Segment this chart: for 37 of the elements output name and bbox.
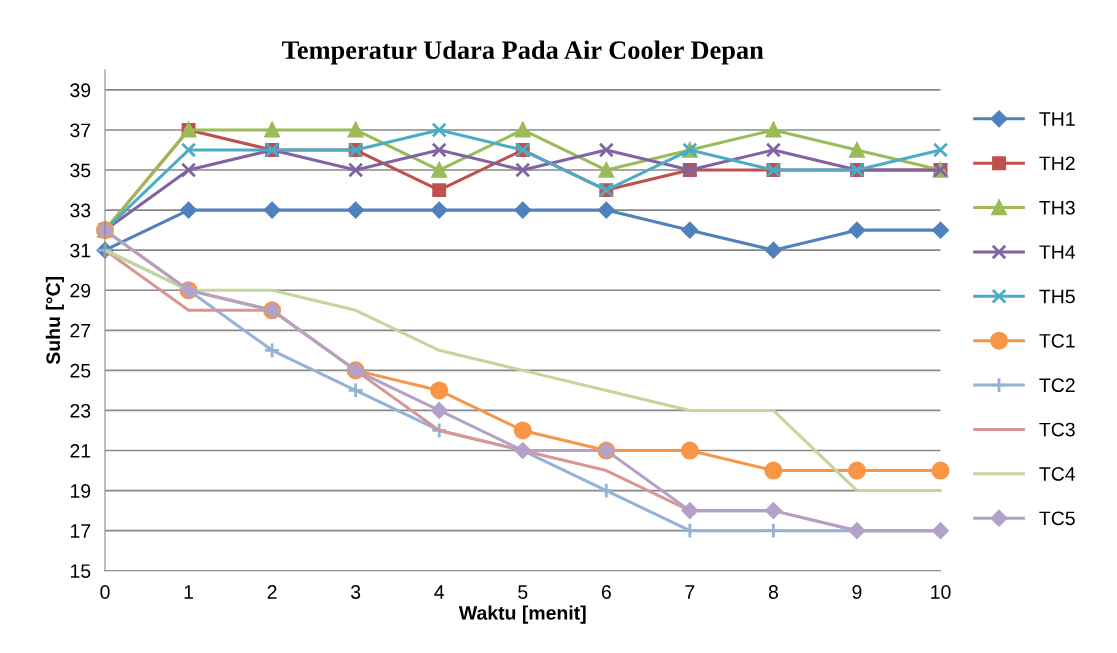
x-tick-label: 8	[768, 585, 778, 599]
chart-title: Temperatur Udara Pada Air Cooler Depan	[282, 40, 764, 65]
x-tick-label: 10	[931, 585, 951, 599]
x-tick-label: 1	[184, 585, 194, 599]
legend-label: TC1	[1039, 333, 1075, 348]
x-tick-label: 2	[267, 585, 277, 599]
x-tick-label: 7	[685, 585, 695, 599]
y-tick-label: 19	[70, 484, 91, 498]
y-axis-title: Suhu [°C]	[45, 277, 64, 365]
y-tick-label: 35	[70, 163, 91, 178]
legend-label: TH1	[1039, 112, 1075, 126]
x-tick-label: 3	[350, 585, 361, 599]
y-tick-label: 21	[70, 443, 91, 458]
x-tick-label: 5	[518, 585, 528, 599]
legend-label: TC4	[1039, 467, 1076, 481]
y-tick-label: 27	[70, 323, 91, 338]
y-tick-label: 37	[70, 123, 91, 138]
x-tick-label: 0	[100, 585, 110, 599]
legend-label: TC5	[1039, 511, 1075, 526]
y-tick-label: 29	[70, 283, 91, 298]
legend-label: TH3	[1039, 200, 1075, 215]
x-tick-label: 9	[852, 585, 862, 599]
y-tick-label: 39	[70, 83, 91, 98]
x-axis-title: Waktu [menit]	[458, 605, 586, 624]
y-tick-label: 25	[70, 363, 91, 378]
y-tick-label: 17	[70, 524, 91, 538]
x-tick-label: 4	[434, 585, 445, 599]
y-tick-label: 33	[70, 203, 91, 218]
y-tick-label: 31	[70, 243, 91, 258]
legend-label: TH4	[1039, 245, 1076, 259]
x-tick-label: 6	[601, 585, 611, 599]
y-tick-label: 23	[70, 403, 91, 418]
legend-label: TC2	[1039, 378, 1075, 393]
legend-label: TH2	[1039, 156, 1075, 171]
legend-label: TH5	[1039, 289, 1075, 304]
y-tick-label: 15	[70, 564, 91, 578]
legend-label: TC3	[1039, 422, 1075, 437]
